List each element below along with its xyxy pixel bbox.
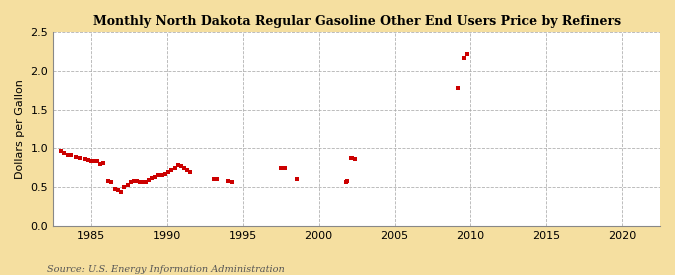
Point [140, 180, 151, 184]
Point [342, 179, 353, 183]
Point [280, 166, 291, 171]
Point [211, 176, 222, 181]
Point [70, 155, 81, 159]
Point [345, 156, 356, 161]
Point [95, 162, 105, 166]
Point [459, 55, 470, 60]
Point [122, 183, 133, 187]
Title: Monthly North Dakota Regular Gasoline Other End Users Price by Refiners: Monthly North Dakota Regular Gasoline Ot… [92, 15, 620, 28]
Point [453, 86, 464, 90]
Point [149, 175, 160, 179]
Point [110, 186, 121, 191]
Point [80, 157, 90, 161]
Point [227, 180, 238, 184]
Point [176, 164, 186, 168]
Point [157, 172, 168, 177]
Point [82, 158, 93, 162]
Point [55, 149, 66, 154]
Point [160, 172, 171, 176]
Point [58, 151, 69, 155]
Point [163, 170, 174, 175]
Point [292, 177, 303, 182]
Point [131, 179, 142, 183]
Point [350, 157, 360, 161]
Point [116, 189, 127, 194]
Point [105, 180, 116, 185]
Point [134, 180, 145, 184]
Point [153, 173, 163, 178]
Point [166, 168, 177, 172]
Point [88, 158, 99, 163]
Point [86, 158, 97, 163]
Point [125, 180, 136, 185]
Point [209, 177, 219, 182]
Y-axis label: Dollars per Gallon: Dollars per Gallon [15, 79, 25, 179]
Point [184, 169, 195, 174]
Point [169, 166, 180, 170]
Point [119, 185, 130, 189]
Point [75, 156, 86, 161]
Point [146, 176, 157, 180]
Point [143, 178, 154, 182]
Point [66, 153, 77, 158]
Point [178, 166, 189, 170]
Point [103, 179, 113, 183]
Point [462, 51, 472, 56]
Point [98, 161, 109, 165]
Point [92, 159, 103, 164]
Point [182, 168, 192, 172]
Point [137, 180, 148, 185]
Point [128, 179, 139, 183]
Text: Source: U.S. Energy Information Administration: Source: U.S. Energy Information Administ… [47, 265, 285, 274]
Point [63, 152, 74, 157]
Point [275, 166, 286, 170]
Point [113, 188, 124, 192]
Point [341, 180, 352, 185]
Point [222, 179, 233, 183]
Point [347, 155, 358, 160]
Point [172, 163, 183, 167]
